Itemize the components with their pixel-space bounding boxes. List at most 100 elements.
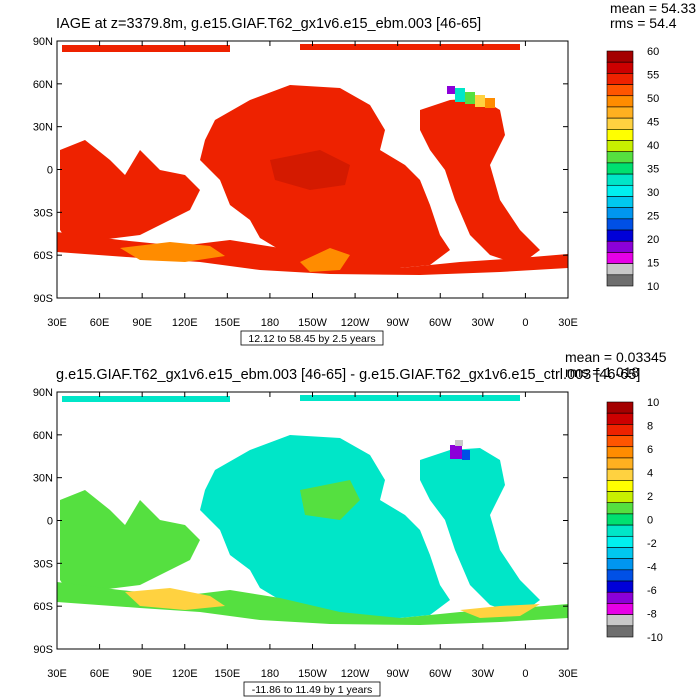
colorbar-swatch: [606, 229, 634, 242]
y-tick-label: 30N: [33, 122, 53, 134]
x-tick-label: 90W: [386, 317, 409, 329]
panel-bottom-contour-info-box: [243, 681, 381, 697]
colorbar-swatch: [606, 569, 634, 582]
colorbar-swatch: [606, 274, 634, 287]
colorbar-label: 25: [647, 211, 659, 223]
panel-bottom-contour-info: -11.86 to 11.49 by 1 years: [252, 684, 372, 696]
colorbar-swatch: [606, 140, 634, 153]
x-tick-label: 30W: [472, 668, 495, 680]
colorbar-swatch: [606, 401, 634, 414]
x-tick-label: 120W: [341, 668, 370, 680]
panel-top-contour-info-box: [240, 330, 384, 346]
x-tick-label: 120W: [341, 317, 370, 329]
colorbar-swatch: [606, 61, 634, 74]
panel-top: IAGE at z=3379.8m, g.e15.GIAF.T62_gx1v6.…: [33, 0, 696, 346]
panel-top-x-axis: 30E 60E 90E 120E 150E 180 150W 120W 90W 60W 30W 0 30…: [47, 41, 578, 329]
colorbar-label: 10: [647, 397, 659, 409]
colorbar-label: 20: [647, 234, 659, 246]
x-tick-label: 30E: [47, 317, 67, 329]
panel-top-contour-info: 12.12 to 58.45 by 2.5 years: [248, 333, 375, 345]
panel-top-nordic-3: [475, 95, 485, 107]
y-tick-label: 30S: [33, 207, 53, 219]
colorbar-swatch: [606, 614, 634, 627]
colorbar-swatch: [606, 535, 634, 548]
panel-bottom-nordic-1: [450, 445, 462, 459]
colorbar-swatch: [606, 184, 634, 197]
y-tick-label: 90N: [33, 36, 53, 48]
panel-top-colorbar: 60 55 50 45 40 35 30 25 20 15 10: [606, 46, 659, 293]
x-tick-label: 30E: [558, 668, 578, 680]
colorbar-swatch: [606, 502, 634, 515]
colorbar-swatch: [606, 591, 634, 604]
colorbar-swatch: [606, 558, 634, 571]
y-tick-label: 90S: [33, 293, 53, 305]
panel-bottom-pacific-green: [300, 480, 360, 520]
colorbar-label: 50: [647, 93, 659, 105]
colorbar-swatch: [606, 457, 634, 470]
panel-top-indian-ocean: [60, 140, 200, 245]
panel-bottom-nordic-2: [462, 450, 470, 460]
x-tick-label: 90E: [132, 668, 152, 680]
colorbar-swatch: [606, 435, 634, 448]
x-tick-label: 60E: [90, 668, 110, 680]
colorbar-label: -2: [647, 538, 657, 550]
colorbar-swatch: [606, 106, 634, 119]
x-tick-label: 30W: [472, 317, 495, 329]
x-tick-label: 60W: [429, 317, 452, 329]
colorbar-swatch: [606, 513, 634, 526]
colorbar-swatch: [606, 73, 634, 85]
x-tick-label: 60E: [90, 317, 110, 329]
y-tick-label: 90N: [33, 387, 53, 399]
colorbar-swatch: [606, 196, 634, 208]
colorbar-label: 45: [647, 117, 659, 129]
x-tick-label: 90E: [132, 317, 152, 329]
panel-top-southern-orange: [120, 242, 225, 262]
panel-bottom-map: [56, 391, 569, 650]
x-tick-label: 60W: [429, 668, 452, 680]
colorbar-swatch: [606, 84, 634, 97]
x-tick-label: 90W: [386, 668, 409, 680]
panel-bottom-title: g.e15.GIAF.T62_gx1v6.e15_ebm.003 [46-65]…: [56, 367, 640, 383]
panel-bottom-arctic-ocean-2: [300, 395, 520, 401]
panel-top-arctic-ocean: [62, 45, 230, 52]
colorbar-swatch: [606, 424, 634, 436]
colorbar-label: 10: [647, 281, 659, 293]
colorbar-swatch: [606, 524, 634, 537]
colorbar-swatch: [606, 252, 634, 264]
panel-top-nordic-5: [447, 86, 455, 94]
colorbar-swatch: [606, 491, 634, 504]
y-tick-label: 0: [47, 165, 53, 177]
colorbar-swatch: [606, 603, 634, 615]
x-tick-label: 0: [522, 317, 528, 329]
colorbar-swatch: [606, 625, 634, 638]
panel-top-title: IAGE at z=3379.8m, g.e15.GIAF.T62_gx1v6.…: [56, 16, 481, 32]
panel-bottom-mean: mean = 0.03345: [565, 349, 667, 365]
colorbar-label: 30: [647, 187, 659, 199]
colorbar-label: 35: [647, 164, 659, 176]
colorbar-swatch: [606, 173, 634, 186]
colorbar-swatch: [606, 446, 634, 459]
colorbar-label: 15: [647, 258, 659, 270]
panel-top-mean: mean = 54.33: [610, 0, 696, 16]
colorbar-label: 60: [647, 46, 659, 58]
x-tick-label: 30E: [47, 668, 67, 680]
colorbar-swatch: [606, 240, 634, 253]
x-tick-label: 180: [261, 668, 279, 680]
panel-top-rms: rms = 54.4: [610, 15, 677, 31]
colorbar-swatch: [606, 162, 634, 175]
colorbar-label: -8: [647, 609, 657, 621]
y-tick-label: 60N: [33, 79, 53, 91]
x-tick-label: 150E: [214, 317, 240, 329]
panel-bottom-y-axis: 90N 60N 30N 0 30S 60S 90S: [33, 387, 568, 656]
y-tick-label: 30S: [33, 558, 53, 570]
panel-bottom-atlantic: [420, 448, 540, 615]
panel-bottom-arctic-ocean: [62, 396, 230, 402]
colorbar-swatch: [606, 117, 634, 130]
panel-bottom-nordic-3: [455, 440, 463, 446]
colorbar-swatch: [606, 218, 634, 231]
y-tick-label: 60N: [33, 430, 53, 442]
x-tick-label: 30E: [558, 317, 578, 329]
panel-top-arctic-ocean-2: [300, 44, 520, 50]
colorbar-label: -4: [647, 562, 657, 574]
x-tick-label: 0: [522, 668, 528, 680]
